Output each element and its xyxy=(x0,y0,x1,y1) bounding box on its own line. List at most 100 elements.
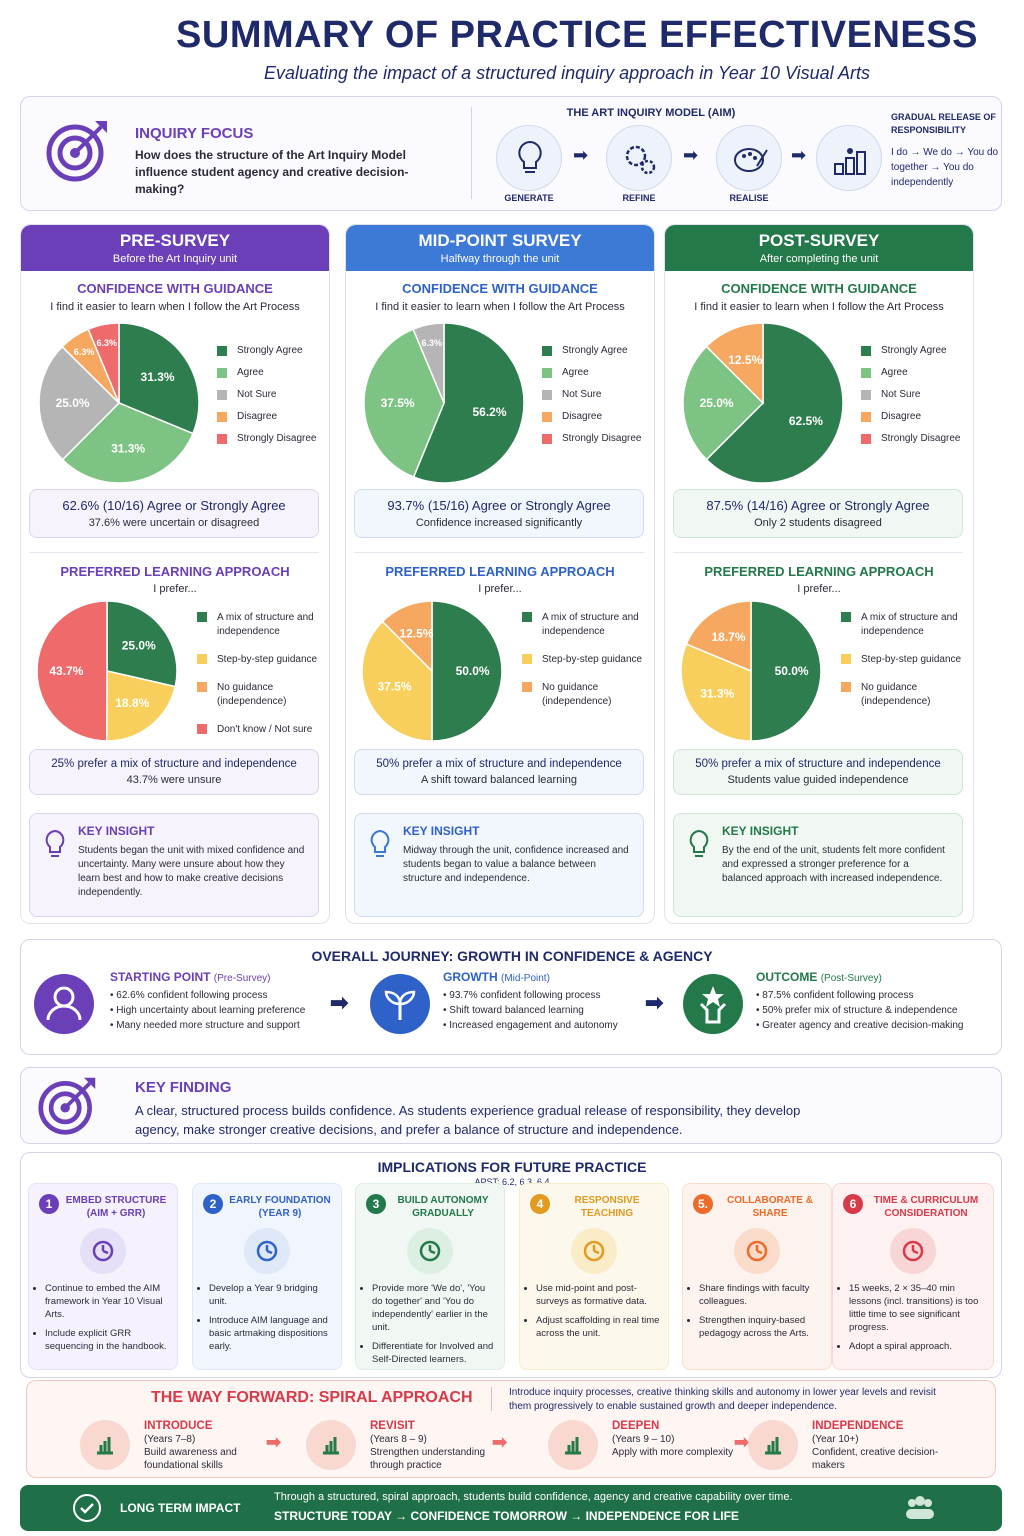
legend-label: Strongly Agree xyxy=(881,345,947,356)
legend-swatch xyxy=(841,682,851,692)
finding-text: A clear, structured process builds confi… xyxy=(135,1103,801,1137)
confidence-legend: Strongly Agree Agree Not Sure Disagree Stron… xyxy=(542,345,641,455)
journey-point: Many needed more structure and support xyxy=(116,1020,300,1031)
divider xyxy=(491,1387,492,1411)
legend-item: No guidance (independence) xyxy=(522,681,652,709)
confidence-pie-chart: 62.5% 25.0% 12.5% xyxy=(682,322,844,484)
clock-icon xyxy=(890,1228,936,1274)
legend-swatch xyxy=(861,390,871,400)
sprout-icon xyxy=(370,974,430,1034)
legend-swatch xyxy=(522,654,532,664)
impact-label: LONG TERM IMPACT xyxy=(120,1501,241,1515)
legend-label: A mix of structure and independence xyxy=(217,612,314,637)
journey-start-title: STARTING POINT xyxy=(110,970,211,984)
implication-point: Provide more 'We do', 'You do together' … xyxy=(372,1282,496,1334)
confidence-title: CONFIDENCE WITH GUIDANCE xyxy=(77,281,273,296)
legend-swatch xyxy=(217,412,227,422)
journey-outcome-tag: (Post-Survey) xyxy=(820,973,882,984)
legend-swatch xyxy=(861,434,871,444)
confidence-summary-note: 37.6% were uncertain or disagreed xyxy=(88,517,260,529)
implication-point: Differentiate for Involved and Self-Dire… xyxy=(372,1340,496,1366)
column-subtitle: Before the Art Inquiry unit xyxy=(112,253,238,265)
legend-swatch xyxy=(217,346,227,356)
implication-card: 4 RESPONSIVE TEACHING Use mid-point and … xyxy=(519,1183,669,1370)
arrow-icon: ➡ xyxy=(266,1432,282,1452)
forward-step-title: INTRODUCE xyxy=(144,1420,213,1432)
legend-swatch xyxy=(217,368,227,378)
lightbulb-icon xyxy=(496,125,562,191)
confidence-summary-note: Confidence increased significantly xyxy=(415,517,583,529)
gears-icon xyxy=(606,125,672,191)
column-title: PRE-SURVEY xyxy=(119,231,231,250)
legend-label: Don't know / Not sure xyxy=(217,724,313,735)
implication-title: TIME & CURRICULUM CONSIDERATION xyxy=(873,1195,979,1219)
forward-title: THE WAY FORWARD: SPIRAL APPROACH xyxy=(151,1389,473,1406)
lightbulb-icon xyxy=(370,829,390,857)
confidence-legend: Strongly Agree Agree Not Sure Disagree Stron… xyxy=(217,345,316,455)
legend-label: Disagree xyxy=(237,411,278,422)
legend-label: Not Sure xyxy=(237,389,277,400)
pie-slice xyxy=(680,643,752,742)
journey-outcome: OUTCOME (Post-Survey) • 87.5% confident … xyxy=(756,970,964,1031)
divider xyxy=(673,552,963,553)
preference-summary-main: 50% prefer a mix of structure and indepe… xyxy=(376,758,622,770)
legend-label: Strongly Disagree xyxy=(881,433,961,444)
pie-data-label: 12.5% xyxy=(728,353,762,367)
star-person-icon xyxy=(748,1420,798,1470)
column-title: MID-POINT SURVEY xyxy=(418,231,582,250)
pie-data-label: 25.0% xyxy=(56,396,90,410)
confidence-subtitle: I find it easier to learn when I follow … xyxy=(694,301,944,313)
forward-step-text: Apply with more complexity xyxy=(612,1447,734,1458)
journey-point: 50% prefer mix of structure & independen… xyxy=(762,1005,958,1016)
forward-step-title: DEEPEN xyxy=(612,1420,660,1432)
arrow-icon: ➡ xyxy=(683,145,699,165)
pie-slice xyxy=(105,670,177,742)
implication-point: Share findings with faculty colleagues. xyxy=(699,1282,823,1308)
preference-summary-main: 25% prefer a mix of structure and indepe… xyxy=(51,758,297,770)
legend-swatch xyxy=(861,346,871,356)
forward-step-years: (Years 8 – 9) xyxy=(370,1434,427,1445)
legend-label: Strongly Agree xyxy=(237,345,303,356)
preference-title: PREFERRED LEARNING APPROACH xyxy=(704,564,934,579)
preference-pie-chart: 50.0% 31.3% 18.7% xyxy=(680,600,822,742)
legend-swatch xyxy=(217,434,227,444)
legend-item: Don't know / Not sure xyxy=(197,723,327,737)
journey-growth-title: GROWTH xyxy=(443,970,498,984)
confidence-pie-chart: 31.3% 31.3% 25.0% 6.3%6.3% xyxy=(38,322,200,484)
person-icon xyxy=(34,974,94,1034)
legend-item: Agree xyxy=(217,367,316,378)
pie-data-label: 31.3% xyxy=(700,687,734,701)
pie-slice xyxy=(118,322,200,435)
legend-label: No guidance (independence) xyxy=(542,682,612,707)
grr-title: GRADUAL RELEASE OF RESPONSIBILITY xyxy=(891,112,996,135)
pie-slice xyxy=(682,345,765,461)
preference-subtitle: I prefer... xyxy=(153,583,197,595)
puzzle-icon xyxy=(80,1228,126,1274)
forward-text: Introduce inquiry processes, creative th… xyxy=(509,1387,936,1412)
journey-title: OVERALL JOURNEY: GROWTH IN CONFIDENCE & … xyxy=(311,948,713,964)
journey-outcome-title: OUTCOME xyxy=(756,970,818,984)
pie-data-label: 12.5% xyxy=(399,626,433,640)
implication-title: BUILD AUTONOMY GRADUALLY xyxy=(397,1195,489,1219)
implication-point: Adopt a spiral approach. xyxy=(849,1340,985,1353)
pie-slice xyxy=(363,328,445,478)
divider xyxy=(354,552,644,553)
forward-step-title: REVISIT xyxy=(370,1420,415,1432)
implication-point: Continue to embed the AIM framework in Y… xyxy=(45,1282,169,1321)
legend-label: Disagree xyxy=(562,411,603,422)
legend-item: Not Sure xyxy=(217,389,316,400)
legend-label: No guidance (independence) xyxy=(217,682,287,707)
forward-step: REVISIT (Years 8 – 9) Strengthen underst… xyxy=(306,1420,506,1474)
preference-summary-note: A shift toward balanced learning xyxy=(421,774,577,786)
key-insight-text: Students began the unit with mixed confi… xyxy=(78,845,305,898)
implication-point: Strengthen inquiry-based pedagogy across… xyxy=(699,1314,823,1340)
implication-number: 2 xyxy=(203,1194,223,1214)
journey-start-tag: (Pre-Survey) xyxy=(213,973,271,984)
legend-item: Agree xyxy=(542,367,641,378)
pie-slice xyxy=(361,620,433,742)
key-insight-text: Midway through the unit, confidence incr… xyxy=(403,845,629,884)
implications-title: IMPLICATIONS FOR FUTURE PRACTICE xyxy=(377,1159,647,1175)
legend-label: A mix of structure and independence xyxy=(542,612,639,637)
grr-text: I do → We do → You do together → You do … xyxy=(891,147,999,188)
confidence-summary-main: 62.6% (10/16) Agree or Strongly Agree xyxy=(62,498,286,513)
